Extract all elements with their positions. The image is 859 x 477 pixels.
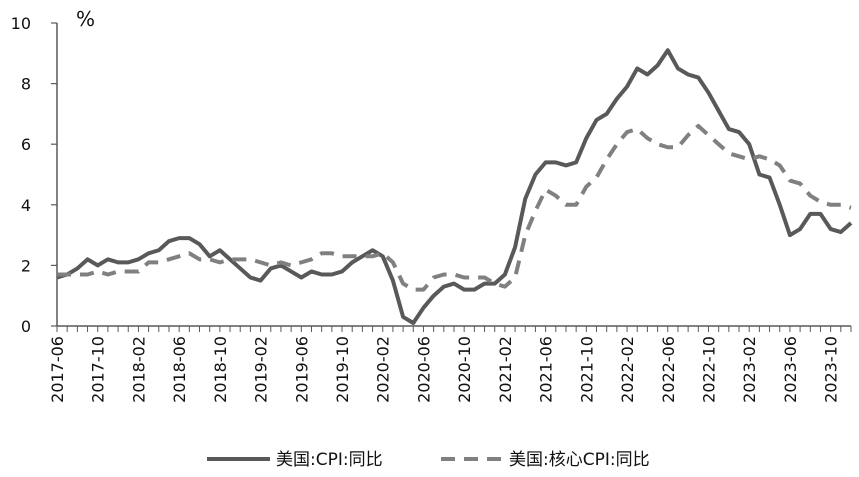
x-tick-label: 2021-06 (537, 336, 556, 403)
x-tick-label: 2020-06 (414, 336, 433, 403)
y-tick-label: 4 (21, 196, 31, 215)
y-tick-label: 6 (21, 135, 31, 154)
legend: 美国:CPI:同比 美国:核心CPI:同比 (207, 450, 650, 470)
x-tick-label: 2017-06 (48, 336, 67, 403)
y-tick-label: 0 (21, 317, 31, 336)
x-tick-label: 2023-06 (781, 336, 800, 403)
y-tick-label: 2 (21, 256, 31, 275)
x-tick-label: 2022-10 (699, 336, 718, 403)
x-tick-label: 2020-10 (455, 336, 474, 403)
y-unit-label: % (76, 7, 95, 31)
x-tick-label: 2019-10 (333, 336, 352, 403)
y-tick-label: 10 (11, 14, 31, 33)
labels-group: 0 2 4 6 8 10 % 2017-06 2017-10 2018-02 2018-06 2018… (11, 7, 841, 403)
y-tick-label: 8 (21, 75, 31, 94)
legend-label-core-cpi: 美国:核心CPI:同比 (509, 450, 650, 470)
x-tick-label: 2018-06 (170, 336, 189, 403)
series-line-cpi (56, 48, 853, 325)
x-tick-label: 2022-02 (618, 336, 637, 403)
x-tick-label: 2019-06 (292, 336, 311, 403)
x-tick-label: 2021-02 (496, 336, 515, 403)
x-tick-label: 2017-10 (89, 336, 108, 403)
series-line-core-cpi (57, 124, 852, 292)
legend-label-cpi: 美国:CPI:同比 (276, 450, 383, 470)
x-tick-label: 2018-10 (211, 336, 230, 403)
x-tick-label: 2020-02 (374, 336, 393, 403)
x-tick-label: 2023-10 (822, 336, 841, 403)
x-tick-label: 2023-02 (740, 336, 759, 403)
x-tick-label: 2019-02 (252, 336, 271, 403)
series-group (56, 48, 853, 325)
x-tick-label: 2018-02 (129, 336, 148, 403)
x-tick-label: 2022-06 (659, 336, 678, 403)
x-tick-label: 2021-10 (577, 336, 596, 403)
